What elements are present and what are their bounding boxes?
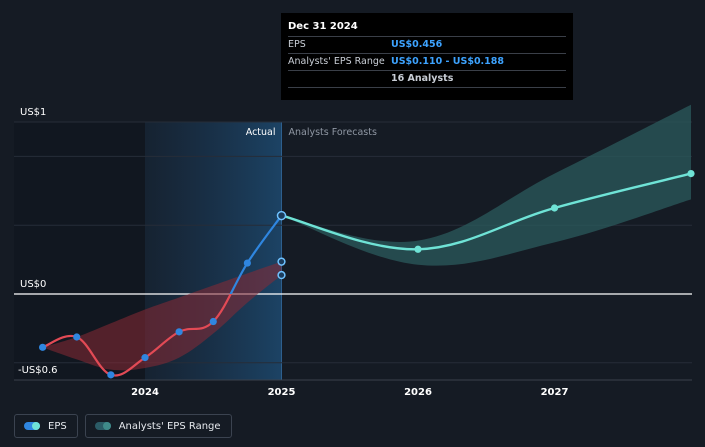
- range-high-point: [277, 257, 286, 266]
- eps-actual-point-5: [209, 317, 217, 326]
- tooltip-range-value: US$0.110 - US$0.188: [391, 56, 504, 67]
- eps-actual-point-0: [39, 343, 47, 351]
- tooltip-row-range: Analysts' EPS Range US$0.110 - US$0.188: [288, 53, 566, 70]
- eps-actual-point-7: [276, 210, 287, 221]
- tooltip-eps-label: EPS: [288, 39, 306, 50]
- tooltip-analysts-value: 16 Analysts: [391, 73, 454, 84]
- eps-actual-line-positive: [229, 214, 283, 294]
- x-tick-label-2027: 2027: [541, 387, 569, 398]
- eps-actual-line-negative: [42, 294, 232, 377]
- eps-forecast-point-1: [550, 204, 559, 212]
- tooltip-eps-value: US$0.456: [391, 39, 443, 50]
- eps-tooltip: Dec 31 2024 EPS US$0.456 Analysts' EPS R…: [281, 13, 573, 100]
- range-band-history: [42, 261, 282, 371]
- eps-actual-point-3: [141, 354, 149, 362]
- eps-actual-point-4: [175, 328, 183, 336]
- eps-actual-point-2: [107, 371, 115, 379]
- range-swatch-icon: [94, 422, 111, 430]
- tooltip-row-analysts: 16 Analysts: [288, 70, 566, 88]
- eps-forecast-point-2: [687, 170, 695, 178]
- y-axis-label-2: -US$0.6: [18, 365, 58, 376]
- x-tick-label-2025: 2025: [268, 387, 296, 398]
- range-band-forecast: [281, 104, 691, 266]
- eps-forecast-line: [281, 172, 692, 251]
- eps-forecast-point-0: [414, 245, 422, 253]
- forecast-region-label: Analysts Forecasts: [289, 127, 377, 138]
- tooltip-row-eps: EPS US$0.456: [288, 36, 566, 53]
- chart-legend: EPS Analysts' EPS Range: [14, 414, 232, 438]
- legend-range-button[interactable]: Analysts' EPS Range: [84, 414, 232, 438]
- eps-actual-point-6: [243, 259, 251, 267]
- tooltip-analysts-label: [288, 73, 391, 85]
- legend-eps-label: EPS: [48, 420, 67, 432]
- x-tick-label-2026: 2026: [404, 387, 432, 398]
- eps-actual-point-1: [73, 333, 81, 341]
- legend-range-label: Analysts' EPS Range: [118, 420, 221, 432]
- tooltip-range-label: Analysts' EPS Range: [288, 56, 385, 67]
- eps-swatch-icon: [24, 422, 40, 430]
- tooltip-date: Dec 31 2024: [288, 21, 358, 32]
- y-axis-label-0: US$1: [20, 107, 46, 118]
- x-tick-label-2024: 2024: [131, 387, 159, 398]
- actual-region-label: Actual: [246, 127, 276, 138]
- range-low-point: [277, 270, 286, 280]
- y-axis-label-1: US$0: [20, 279, 46, 290]
- legend-eps-button[interactable]: EPS: [14, 414, 78, 438]
